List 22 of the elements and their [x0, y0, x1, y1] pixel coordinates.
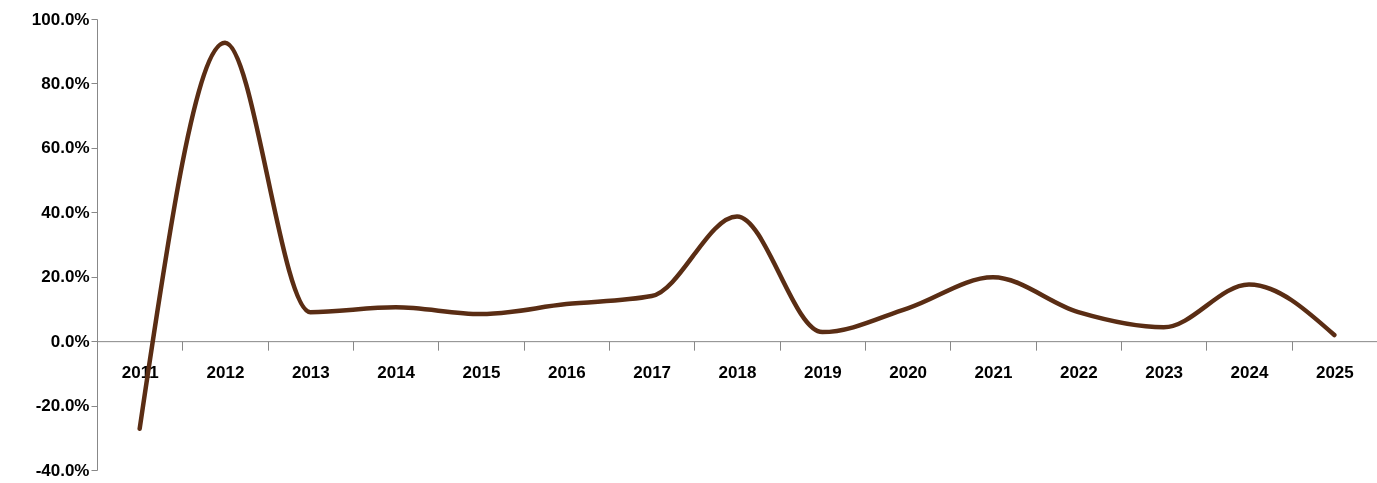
x-tick-label: 2021: [974, 362, 1013, 382]
y-tick-label: -40.0%: [35, 460, 90, 480]
x-tick-label: 2025: [1315, 362, 1354, 382]
x-tick-label: 2015: [462, 362, 501, 382]
x-tick-label: 2023: [1145, 362, 1184, 382]
x-tick-label: 2022: [1059, 362, 1098, 382]
y-tick-label: 20.0%: [41, 267, 90, 287]
y-tick-label: 60.0%: [41, 138, 90, 158]
x-tick-label: 2016: [547, 362, 586, 382]
x-tick-label: 2014: [377, 362, 416, 382]
x-tick-label: 2017: [633, 362, 672, 382]
x-tick-label: 2013: [291, 362, 330, 382]
y-tick-label: 100.0%: [31, 9, 90, 29]
x-tick-label: 2012: [206, 362, 245, 382]
y-tick-label: 0.0%: [50, 331, 90, 351]
x-tick-label: 2019: [803, 362, 842, 382]
y-tick-label: -20.0%: [35, 396, 90, 416]
x-tick-label: 2018: [718, 362, 757, 382]
y-tick-label: 80.0%: [41, 73, 90, 93]
y-tick-label: 40.0%: [41, 202, 90, 222]
x-tick-label: 2020: [889, 362, 928, 382]
x-tick-label: 2024: [1230, 362, 1269, 382]
